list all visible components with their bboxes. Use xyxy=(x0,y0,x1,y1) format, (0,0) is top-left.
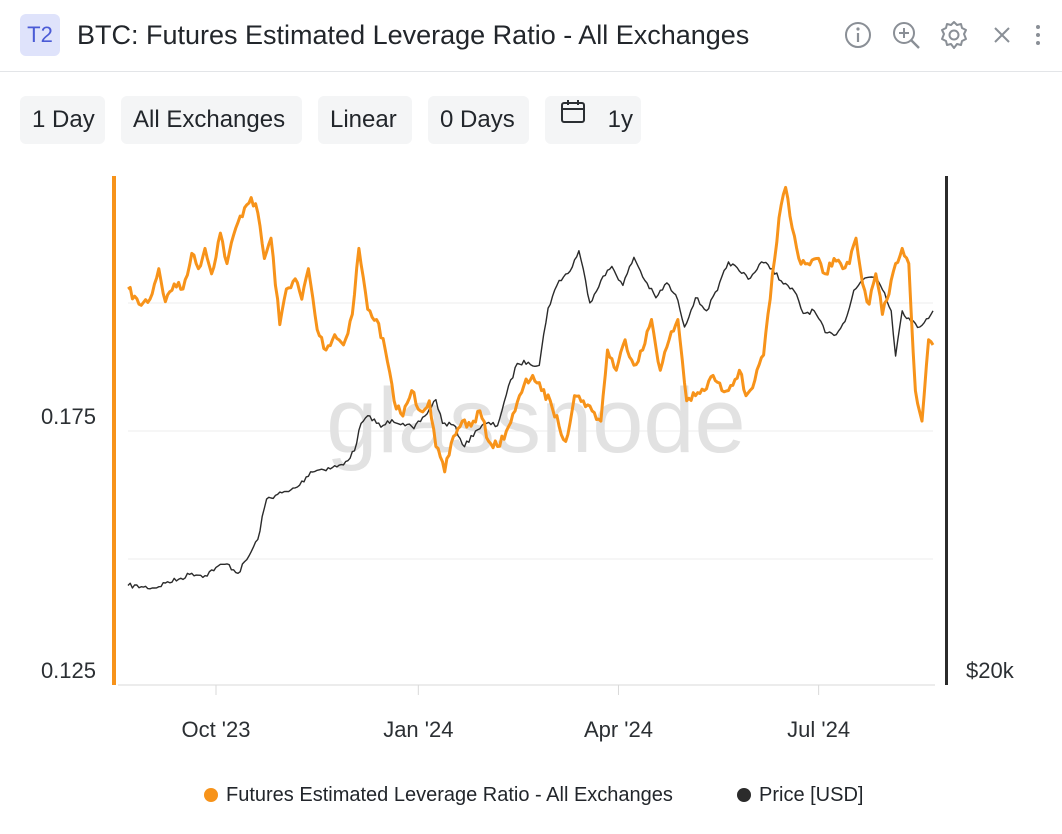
leverage-series-line xyxy=(127,185,935,474)
calendar-icon xyxy=(559,94,587,142)
legend-dot-leverage xyxy=(204,788,218,802)
tier-badge: T2 xyxy=(20,14,60,56)
right-axis-bar xyxy=(945,176,948,685)
scale-select[interactable]: Linear xyxy=(318,96,412,144)
x-axis-ticks: Oct '23 Jan '24 Apr '24 Jul '24 xyxy=(181,685,850,742)
info-icon[interactable] xyxy=(842,18,874,52)
leverage-ratio-chart: glassnode Oct '23 Jan '24 Apr '24 Jul '24 0… xyxy=(41,176,1015,742)
price-series-line xyxy=(127,250,934,590)
zoom-in-icon[interactable] xyxy=(890,18,922,52)
y-axis-ticks: 0.175 0.125 $20k xyxy=(41,404,1015,683)
y-tick-label-left: 0.175 xyxy=(41,404,96,429)
y-tick-label-right: $20k xyxy=(966,658,1015,683)
legend-label-leverage: Futures Estimated Leverage Ratio - All E… xyxy=(226,784,673,806)
legend-item-price[interactable]: Price [USD] xyxy=(737,780,863,810)
more-vertical-icon[interactable] xyxy=(1026,18,1050,52)
chart-title: BTC: Futures Estimated Leverage Ratio - … xyxy=(77,20,750,50)
exchange-select[interactable]: All Exchanges xyxy=(121,96,302,144)
watermark: glassnode xyxy=(326,370,745,472)
smoothing-select[interactable]: 0 Days xyxy=(428,96,529,144)
series-lines xyxy=(127,185,935,590)
close-icon[interactable] xyxy=(986,18,1018,52)
gear-icon[interactable] xyxy=(938,18,970,52)
chart-header: T2 BTC: Futures Estimated Leverage Ratio… xyxy=(0,0,1062,72)
date-range-label: 1y xyxy=(607,106,634,133)
x-tick-label: Apr '24 xyxy=(584,717,653,742)
legend-label-price: Price [USD] xyxy=(759,784,864,806)
left-axis-bar xyxy=(112,176,116,685)
chart-legend: Futures Estimated Leverage Ratio - All E… xyxy=(0,780,1062,810)
x-tick-label: Jul '24 xyxy=(787,717,850,742)
x-tick-label: Jan '24 xyxy=(383,717,453,742)
x-tick-label: Oct '23 xyxy=(181,717,250,742)
y-tick-label-left: 0.125 xyxy=(41,658,96,683)
date-range-button[interactable]: 1y xyxy=(545,96,641,144)
legend-dot-price xyxy=(737,788,751,802)
resolution-select[interactable]: 1 Day xyxy=(20,96,105,144)
legend-item-leverage[interactable]: Futures Estimated Leverage Ratio - All E… xyxy=(204,780,673,810)
